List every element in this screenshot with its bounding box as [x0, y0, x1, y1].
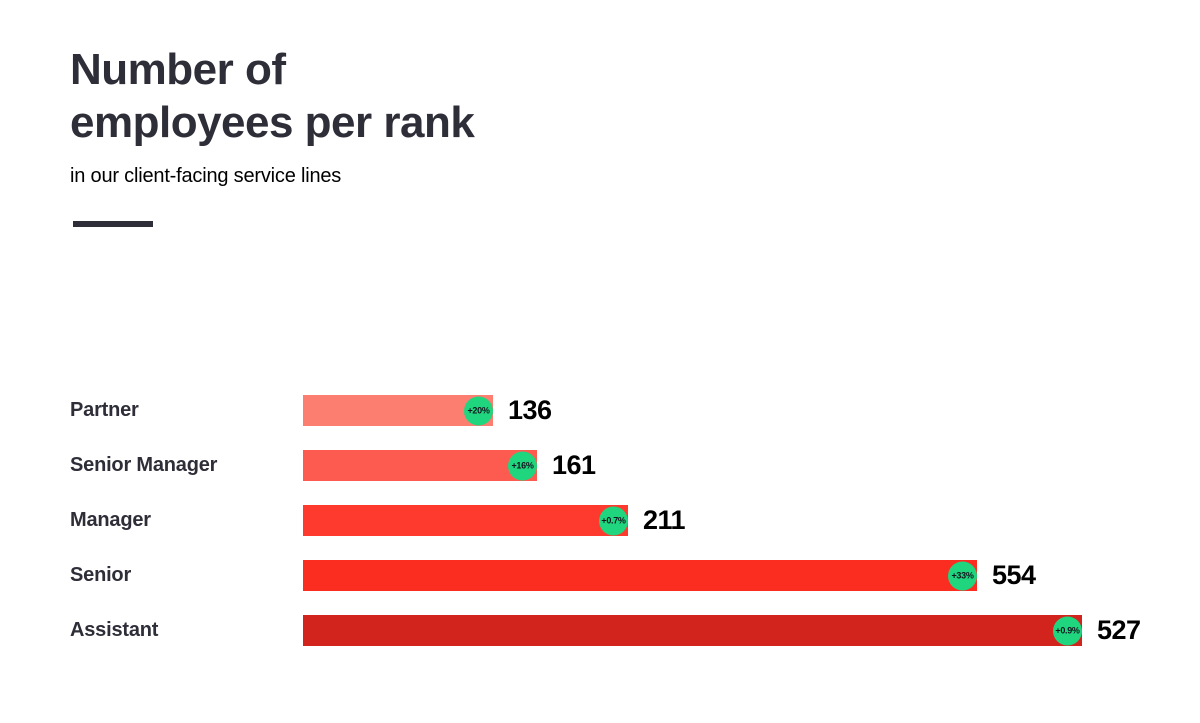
value-label: 211	[643, 505, 686, 535]
value-label: 554	[992, 560, 1036, 590]
growth-badge: +0.9%	[1053, 616, 1082, 645]
bar: +0.9%	[303, 615, 1082, 646]
category-label: Partner	[70, 399, 139, 421]
chart-header: Number of employees per rank in our clie…	[70, 44, 475, 227]
category-label: Senior Manager	[70, 454, 218, 476]
bar-chart: Partner +20% 136 Senior Manager +16% 161…	[70, 395, 1170, 670]
bar: +0.7%	[303, 505, 628, 536]
category-label: Senior	[70, 564, 132, 586]
chart-row: Assistant +0.9% 527	[70, 615, 1170, 646]
chart-row: Senior +33% 554	[70, 560, 1170, 591]
growth-badge: +33%	[948, 561, 977, 590]
growth-badge: +16%	[508, 451, 537, 480]
bar: +33%	[303, 560, 977, 591]
chart-row: Manager +0.7% 211	[70, 505, 1170, 536]
category-label: Assistant	[70, 619, 159, 641]
bar: +20%	[303, 395, 493, 426]
chart-row: Partner +20% 136	[70, 395, 1170, 426]
category-label: Manager	[70, 509, 151, 531]
value-label: 161	[552, 450, 596, 480]
chart-row: Senior Manager +16% 161	[70, 450, 1170, 481]
value-label: 136	[508, 395, 552, 425]
bar: +16%	[303, 450, 537, 481]
growth-badge: +0.7%	[599, 506, 628, 535]
accent-dash	[73, 220, 153, 227]
value-label: 527	[1097, 615, 1141, 645]
page-title: Number of employees per rank	[70, 45, 475, 147]
growth-badge: +20%	[464, 396, 493, 425]
page-subtitle: in our client-facing service lines	[70, 164, 342, 187]
